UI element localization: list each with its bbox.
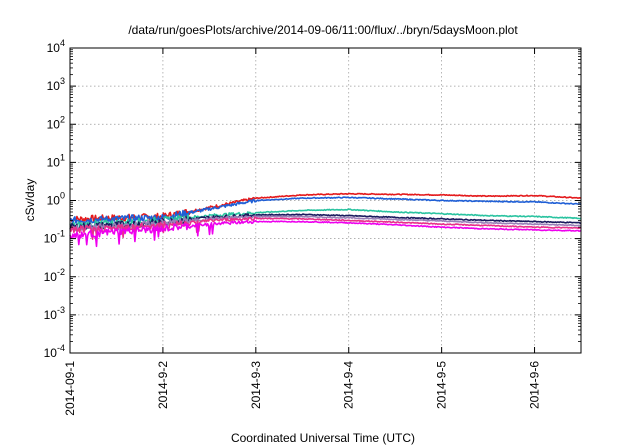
series-line bbox=[69, 219, 582, 248]
series-line bbox=[69, 213, 582, 231]
series-line bbox=[69, 196, 582, 225]
y-tick-label: 10-4 bbox=[44, 343, 65, 360]
y-tick-label: 104 bbox=[47, 38, 65, 55]
data-series-group bbox=[69, 192, 582, 248]
y-tick-label: 10-1 bbox=[44, 229, 65, 246]
y-axis-ticks: 10-4 10-3 10-2 10-1 100 101 102 103 104 bbox=[44, 38, 581, 360]
x-tick-label: 2014-9-3 bbox=[249, 361, 263, 409]
y-tick-label: 10-3 bbox=[44, 305, 65, 322]
y-tick-label: 10-2 bbox=[44, 267, 65, 284]
x-tick-label: 2014-9-2 bbox=[156, 361, 170, 409]
chart-title: /data/run/goesPlots/archive/2014-09-06/1… bbox=[128, 23, 518, 37]
y-tick-label: 100 bbox=[47, 191, 65, 208]
y-tick-label: 103 bbox=[47, 76, 65, 93]
y-tick-label: 101 bbox=[47, 152, 65, 169]
x-axis-label: Coordinated Universal Time (UTC) bbox=[231, 431, 415, 445]
x-tick-label: 2014-9-4 bbox=[342, 361, 356, 409]
x-tick-label: 2014-09-1 bbox=[63, 361, 77, 416]
x-tick-label: 2014-9-5 bbox=[435, 361, 449, 409]
series-line bbox=[69, 215, 582, 232]
x-axis-ticks: 2014-09-1 2014-9-2 2014-9-3 2014-9-4 2014-9-… bbox=[63, 48, 542, 416]
y-axis-label: cSv/day bbox=[23, 179, 37, 222]
y-tick-label: 102 bbox=[47, 114, 65, 131]
x-tick-label: 2014-9-6 bbox=[528, 361, 542, 409]
